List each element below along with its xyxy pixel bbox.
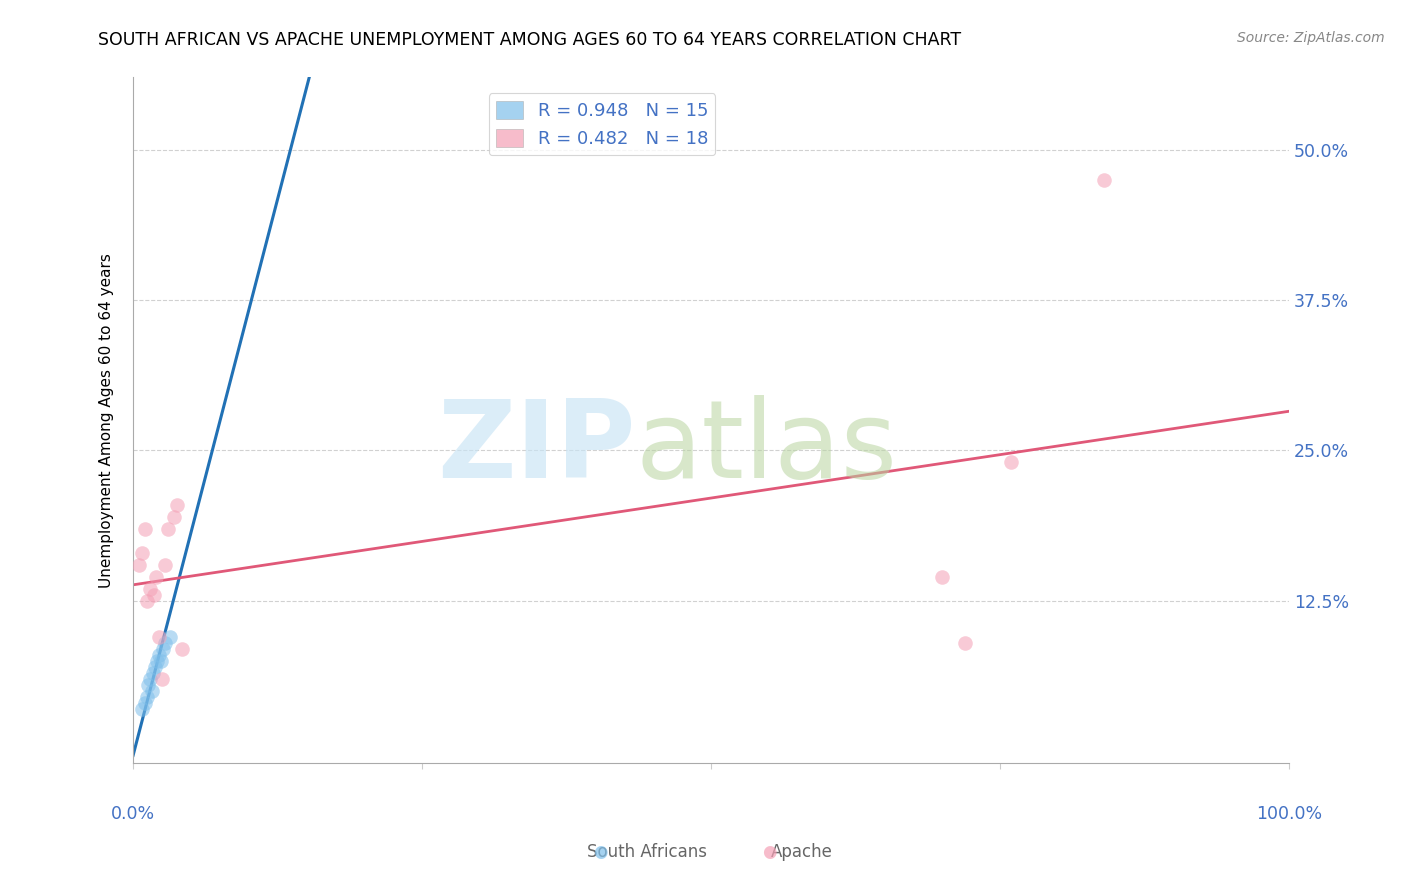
Point	[955, 636, 977, 650]
Text: Apache: Apache	[770, 843, 832, 861]
Point	[146, 654, 169, 668]
Point	[159, 630, 181, 644]
Point	[156, 522, 179, 536]
Point	[148, 648, 170, 662]
Text: South Africans: South Africans	[586, 843, 707, 861]
Point	[301, 53, 323, 67]
Point	[149, 654, 172, 668]
Point	[162, 509, 184, 524]
Point	[1092, 172, 1115, 186]
Y-axis label: Unemployment Among Ages 60 to 64 years: Unemployment Among Ages 60 to 64 years	[100, 253, 114, 588]
Point	[131, 546, 153, 560]
Point	[128, 558, 150, 572]
Point	[141, 684, 163, 698]
Point	[145, 570, 167, 584]
Point	[142, 666, 165, 681]
Point	[143, 660, 166, 674]
Text: ●: ●	[762, 843, 776, 861]
Point	[166, 498, 188, 512]
Point	[139, 582, 162, 596]
Point	[1000, 455, 1022, 469]
Text: Source: ZipAtlas.com: Source: ZipAtlas.com	[1237, 31, 1385, 45]
Point	[931, 570, 953, 584]
Point	[134, 522, 156, 536]
Point	[131, 702, 153, 716]
Point	[139, 672, 162, 686]
Text: SOUTH AFRICAN VS APACHE UNEMPLOYMENT AMONG AGES 60 TO 64 YEARS CORRELATION CHART: SOUTH AFRICAN VS APACHE UNEMPLOYMENT AMO…	[98, 31, 962, 49]
Point	[136, 678, 159, 692]
Point	[134, 696, 156, 710]
Text: ZIP: ZIP	[437, 395, 636, 500]
Point	[150, 672, 173, 686]
Point	[142, 588, 165, 602]
Point	[155, 558, 177, 572]
Point	[136, 690, 159, 705]
Legend: R = 0.948   N = 15, R = 0.482   N = 18: R = 0.948 N = 15, R = 0.482 N = 18	[489, 94, 716, 155]
Text: ●: ●	[593, 843, 607, 861]
Point	[136, 594, 159, 608]
Text: atlas: atlas	[636, 395, 898, 500]
Point	[170, 642, 193, 657]
Point	[148, 630, 170, 644]
Text: 0.0%: 0.0%	[111, 805, 155, 823]
Point	[152, 642, 174, 657]
Text: 100.0%: 100.0%	[1256, 805, 1322, 823]
Point	[155, 636, 177, 650]
